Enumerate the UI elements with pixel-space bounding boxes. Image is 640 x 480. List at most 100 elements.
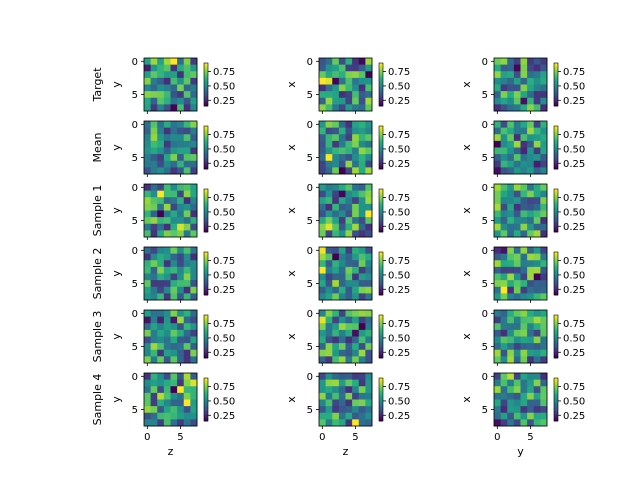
heatmap-cell bbox=[332, 223, 340, 231]
colorbar-tick-label: 0.25 bbox=[388, 222, 410, 233]
heatmap-cell bbox=[150, 127, 158, 135]
heatmap-cell bbox=[190, 210, 198, 218]
colorbar-segment bbox=[204, 219, 208, 221]
heatmap-cell bbox=[520, 280, 528, 288]
panel-r2-c1 bbox=[143, 120, 198, 175]
heatmap-cell bbox=[150, 386, 158, 394]
heatmap-cell bbox=[520, 121, 528, 129]
heatmap-cell bbox=[183, 349, 191, 357]
heatmap-cell bbox=[500, 97, 508, 105]
heatmap-cell bbox=[332, 77, 340, 85]
heatmap-cell bbox=[494, 260, 502, 268]
heatmap-cell bbox=[533, 266, 541, 274]
heatmap-cell bbox=[338, 280, 346, 288]
x-tick-label: 5 bbox=[527, 432, 533, 443]
heatmap-cell bbox=[527, 160, 535, 168]
colorbar-segment bbox=[554, 67, 558, 70]
heatmap-cell bbox=[527, 84, 535, 92]
colorbar-frame bbox=[378, 377, 384, 422]
colorbar-segment bbox=[554, 280, 558, 283]
heatmap-cell bbox=[190, 217, 198, 225]
heatmap-cell bbox=[352, 392, 360, 400]
y-tick-label: 5 bbox=[482, 279, 488, 290]
heatmap-cell bbox=[365, 77, 373, 85]
heatmap-cell bbox=[494, 217, 502, 225]
colorbar-tick-label: 0.25 bbox=[213, 96, 235, 107]
heatmap-cell bbox=[520, 349, 528, 357]
heatmap-cell bbox=[319, 217, 327, 225]
heatmap-cell bbox=[358, 197, 366, 205]
heatmap-cell bbox=[177, 203, 185, 211]
heatmap-cell bbox=[157, 210, 165, 218]
heatmap-cell bbox=[325, 64, 333, 72]
colorbar-tick-label: 0.25 bbox=[213, 348, 235, 359]
heatmap-cell bbox=[507, 286, 515, 294]
heatmap-cell bbox=[163, 273, 171, 281]
heatmap-cell bbox=[190, 373, 198, 381]
heatmap-cell bbox=[494, 286, 502, 294]
colorbar-segment bbox=[379, 254, 383, 257]
heatmap-cell bbox=[150, 247, 158, 255]
panel-frame bbox=[143, 120, 198, 175]
colorbar-segment bbox=[379, 223, 383, 226]
heatmap-cell bbox=[352, 293, 360, 301]
heatmap-cell bbox=[533, 316, 541, 324]
colorbar-tick-label: 0.75 bbox=[388, 319, 410, 330]
heatmap-cell bbox=[325, 343, 333, 351]
colorbar-segment bbox=[204, 320, 208, 323]
colorbar-segment bbox=[379, 353, 383, 356]
heatmap-cell bbox=[170, 134, 178, 142]
heatmap-cell bbox=[507, 310, 515, 318]
heatmap-cell bbox=[513, 97, 521, 105]
heatmap-cell bbox=[183, 64, 191, 72]
heatmap-cell bbox=[533, 223, 541, 231]
heatmap-cell bbox=[190, 167, 198, 175]
colorbar-segment bbox=[204, 383, 208, 386]
heatmap-cell bbox=[183, 104, 191, 112]
colorbar-segment bbox=[554, 379, 558, 382]
heatmap-cell bbox=[533, 203, 541, 211]
colorbar-segment bbox=[379, 220, 383, 223]
heatmap-cell bbox=[507, 184, 515, 192]
heatmap-cell bbox=[358, 64, 366, 72]
y-axis-label: y bbox=[110, 396, 123, 403]
heatmap-cell bbox=[150, 223, 158, 231]
heatmap-cell bbox=[527, 127, 535, 135]
colorbar-segment bbox=[379, 350, 383, 353]
colorbar-segment bbox=[204, 160, 208, 163]
heatmap-cell bbox=[345, 323, 353, 331]
heatmap-cell bbox=[338, 253, 346, 261]
y-tick-label: 0 bbox=[132, 57, 138, 68]
heatmap-cell bbox=[177, 71, 185, 79]
colorbar-segment bbox=[379, 190, 383, 193]
colorbar-tick-label: 0.50 bbox=[388, 81, 410, 92]
colorbar-segment bbox=[379, 151, 383, 154]
heatmap-cell bbox=[520, 266, 528, 274]
heatmap-cell bbox=[507, 58, 515, 66]
colorbar-tick-label: 0.50 bbox=[388, 270, 410, 281]
heatmap-cell bbox=[170, 316, 178, 324]
colorbar-segment bbox=[204, 317, 208, 320]
heatmap-cell bbox=[325, 392, 333, 400]
colorbar-segment bbox=[204, 252, 208, 254]
colorbar-segment bbox=[379, 283, 383, 286]
heatmap-cell bbox=[520, 293, 528, 301]
heatmap-cell bbox=[533, 349, 541, 357]
heatmap-cell bbox=[325, 310, 333, 318]
heatmap-cell bbox=[540, 97, 548, 105]
colorbar-tick-label: 0.75 bbox=[213, 130, 235, 141]
colorbar-tick-label: 0.50 bbox=[213, 144, 235, 155]
colorbar-segment bbox=[204, 253, 208, 256]
heatmap-cell bbox=[338, 273, 346, 281]
colorbar-segment bbox=[554, 352, 558, 355]
heatmap-cell bbox=[365, 286, 373, 294]
heatmap-cell bbox=[332, 379, 340, 387]
heatmap-cell bbox=[500, 197, 508, 205]
heatmap-cell bbox=[500, 373, 508, 381]
heatmap-cell bbox=[358, 167, 366, 175]
colorbar-segment bbox=[554, 395, 558, 398]
colorbar-segment bbox=[554, 134, 558, 137]
colorbar-segment bbox=[379, 330, 383, 333]
colorbar-segment bbox=[554, 408, 558, 410]
heatmap-cell bbox=[358, 230, 366, 238]
